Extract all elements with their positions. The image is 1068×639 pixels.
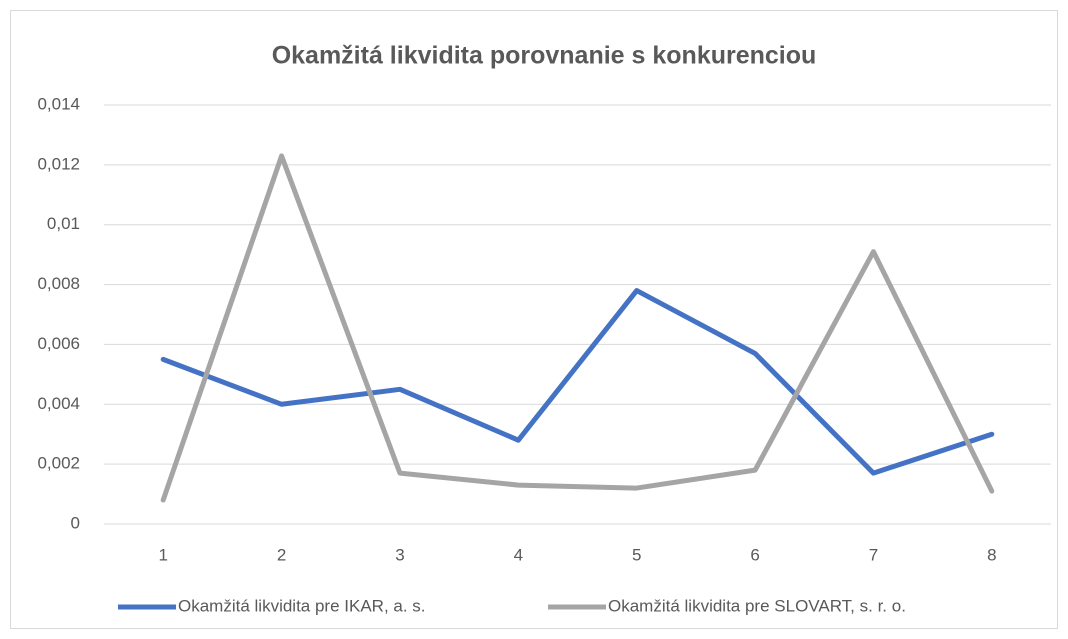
- x-tick-label: 4: [514, 545, 523, 564]
- line-series: [160, 288, 995, 476]
- chart-frame: [10, 10, 1058, 629]
- y-tick-label: 0,014: [37, 94, 80, 113]
- y-tick-label: 0,01: [47, 214, 80, 233]
- y-tick-label: 0: [71, 513, 80, 532]
- y-tick-label: 0,012: [37, 154, 80, 173]
- y-tick-label: 0,002: [37, 454, 80, 473]
- line-series: [160, 153, 995, 503]
- x-tick-label: 3: [395, 545, 404, 564]
- x-tick-label: 5: [632, 545, 641, 564]
- x-tick-label: 6: [750, 545, 759, 564]
- y-tick-label: 0,004: [37, 394, 80, 413]
- x-tick-label: 7: [869, 545, 878, 564]
- y-tick-label: 0,006: [37, 334, 80, 353]
- y-tick-label: 0,008: [37, 274, 80, 293]
- legend-label: Okamžitá likvidita pre SLOVART, s. r. o.: [608, 596, 906, 615]
- legend-label: Okamžitá likvidita pre IKAR, a. s.: [178, 596, 426, 615]
- x-tick-label: 1: [158, 545, 167, 564]
- chart-title: Okamžitá likvidita porovnanie s konkuren…: [272, 42, 817, 70]
- x-tick-label: 8: [987, 545, 996, 564]
- x-tick-label: 2: [277, 545, 286, 564]
